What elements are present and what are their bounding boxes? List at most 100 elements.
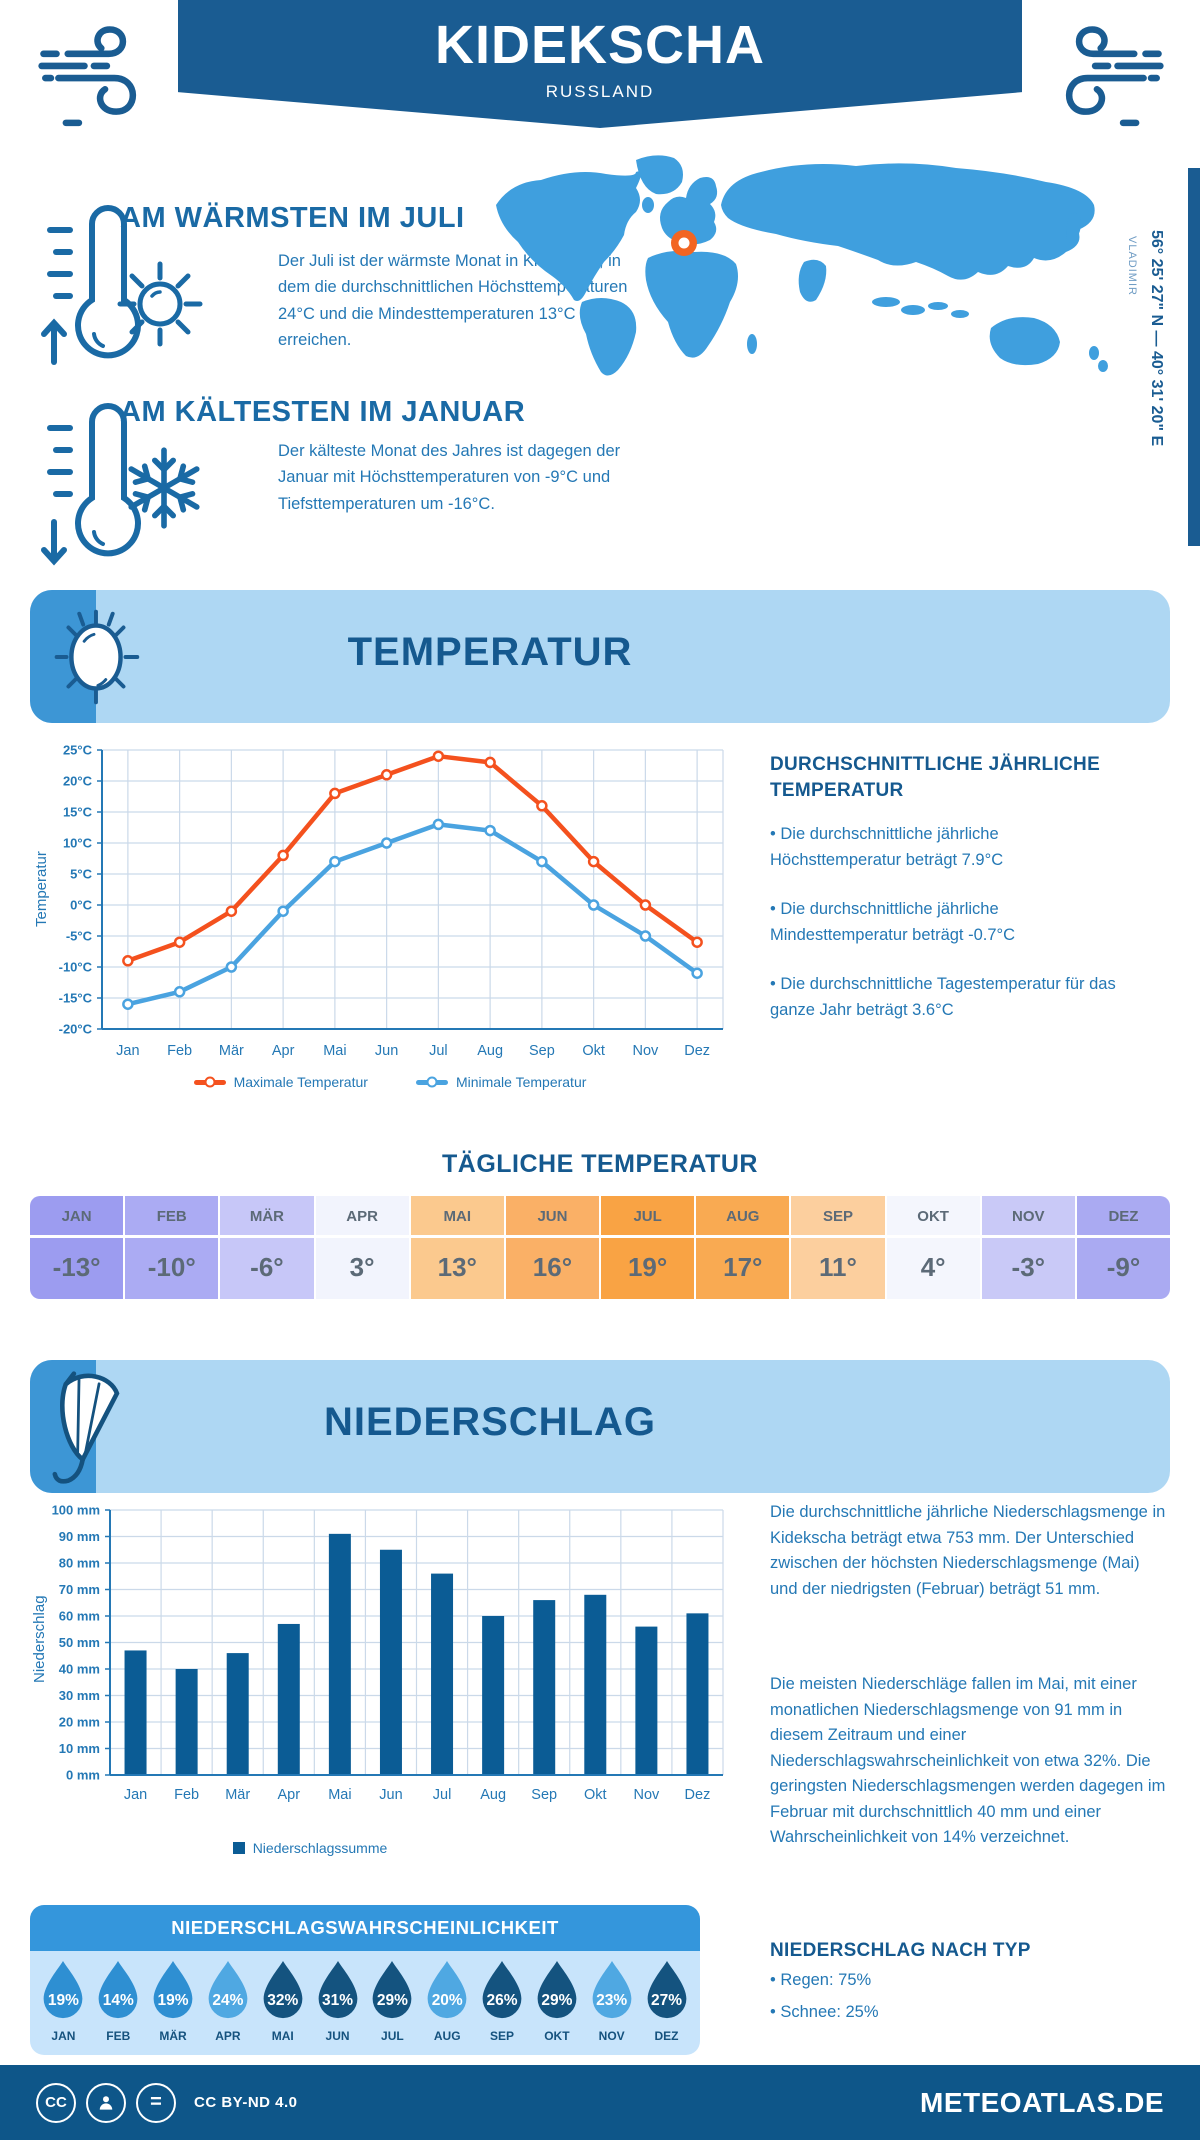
probability-drop-MÄR: 19% MÄR (147, 1959, 199, 2043)
svg-text:60 mm: 60 mm (59, 1609, 100, 1624)
coldest-text: Der kälteste Monat des Jahres ist dagege… (278, 442, 621, 513)
svg-text:Apr: Apr (278, 1787, 301, 1803)
license-label: CC BY-ND 4.0 (194, 2094, 298, 2111)
probability-drop-AUG: 20% AUG (421, 1959, 473, 2043)
svg-text:Jan: Jan (124, 1787, 147, 1803)
thermometer-snowflake-icon (41, 403, 141, 566)
daily-cell-DEZ: DEZ -9° (1076, 1196, 1171, 1299)
svg-text:-5°C: -5°C (66, 929, 93, 944)
coordinates-label: 56° 25' 27" N — 40° 31' 20" E (1148, 230, 1165, 447)
temperature-title: TEMPERATUR (347, 630, 633, 674)
water-drop-icon (44, 1960, 83, 2019)
precip-paragraph: Die durchschnittliche jährliche Niedersc… (770, 1503, 1166, 1598)
svg-text:Dez: Dez (684, 1043, 710, 1059)
water-drop-icon (318, 1960, 357, 2019)
daily-cell-APR: APR 3° (315, 1196, 409, 1299)
thermometer-sun-icon (41, 205, 141, 365)
legend-max-swatch (193, 1076, 226, 1088)
annual-bullet: • Die durchschnittliche jährliche Mindes… (770, 900, 1016, 944)
location-marker-icon (671, 230, 697, 256)
svg-text:Sep: Sep (531, 1787, 557, 1803)
svg-text:Apr: Apr (272, 1043, 295, 1059)
daily-cell-OKT: OKT 4° (886, 1196, 980, 1299)
svg-text:15°C: 15°C (63, 805, 93, 820)
water-drop-icon (647, 1960, 686, 2019)
svg-text:Aug: Aug (477, 1043, 503, 1059)
precipitation-legend: Niederschlagssumme (0, 1840, 620, 1856)
region-label: VLADIMIR (1126, 236, 1138, 296)
water-drop-icon (153, 1960, 193, 2019)
svg-text:40 mm: 40 mm (59, 1662, 100, 1677)
umbrella-icon (52, 1371, 120, 1484)
svg-text:100 mm: 100 mm (52, 1503, 100, 1518)
creative-commons-icon: CC (36, 2082, 76, 2123)
svg-text:Feb: Feb (174, 1787, 199, 1803)
legend-precip-label: Niederschlagssumme (252, 1840, 388, 1856)
water-drop-icon (537, 1960, 577, 2019)
svg-text:0 mm: 0 mm (66, 1768, 100, 1783)
annual-bullets: • Die durchschnittliche jährliche Höchst… (770, 822, 1120, 1047)
legend-min-temp: Minimale Temperatur (415, 1074, 587, 1090)
legend-min-swatch (415, 1076, 448, 1088)
svg-text:Okt: Okt (584, 1787, 607, 1803)
page-title: KIDEKSCHA (434, 15, 766, 75)
temperature-banner (30, 590, 1170, 723)
svg-text:Temperatur: Temperatur (33, 851, 50, 927)
svg-text:90 mm: 90 mm (59, 1529, 100, 1544)
probability-drops: 19% JAN 14% FEB 19% MÄR 24% APR 32% MAI 31% JUN 29% J… (30, 1951, 700, 2055)
daily-table-title: TÄGLICHE TEMPERATUR (442, 1150, 758, 1178)
precipitation-banner (30, 1360, 1170, 1493)
precipitation-bar-chart: 0 mm 10 mm 20 mm 30 mm 40 mm 50 mm 60 mm 70 mm 8… (31, 1503, 724, 1803)
sun-banner-icon (54, 609, 140, 705)
probability-drop-FEB: 14% FEB (92, 1959, 144, 2043)
precip-type-item: • Regen: 75% (770, 1971, 872, 1989)
edge-accent-bar (1188, 168, 1200, 546)
probability-drop-APR: 24% APR (202, 1959, 254, 2043)
probability-drop-OKT: 29% OKT (531, 1959, 583, 2043)
precip-type-list: • Regen: 75% • Schnee: 25% (770, 1968, 1150, 2025)
svg-text:Mai: Mai (323, 1043, 346, 1059)
warmest-heading: AM WÄRMSTEN IM JULI (120, 202, 465, 234)
site-label: METEOATLAS.DE (920, 2086, 1164, 2118)
svg-text:20°C: 20°C (63, 774, 93, 789)
svg-text:30 mm: 30 mm (59, 1688, 100, 1703)
daily-temperature-table: JAN -13° FEB -10° MÄR -6° APR 3° MAI 13° JUN 16° JUL… (30, 1196, 1171, 1299)
daily-cell-MAI: MAI 13° (410, 1196, 504, 1299)
daily-cell-AUG: AUG 17° (696, 1196, 790, 1299)
annual-bullet: • Die durchschnittliche Tagestemperatur … (770, 975, 1116, 1019)
svg-text:Sep: Sep (529, 1043, 555, 1059)
svg-text:-10°C: -10°C (59, 960, 93, 975)
precip-type-item: • Schnee: 25% (770, 2002, 879, 2021)
svg-text:Niederschlag: Niederschlag (31, 1595, 48, 1683)
coldest-heading: AM KÄLTESTEN IM JANUAR (120, 396, 526, 428)
svg-text:25°C: 25°C (63, 743, 93, 758)
legend-min-label: Minimale Temperatur (455, 1074, 587, 1090)
probability-drop-MAI: 32% MAI (257, 1959, 309, 2043)
attribution-person-icon (86, 2082, 126, 2123)
svg-text:5°C: 5°C (70, 867, 92, 882)
daily-cell-JAN: JAN -13° (30, 1196, 124, 1299)
svg-text:-15°C: -15°C (59, 991, 93, 1006)
probability-title: NIEDERSCHLAGSWAHRSCHEINLICHKEIT (30, 1905, 700, 1951)
svg-text:Mai: Mai (328, 1787, 351, 1803)
probability-drop-NOV: 23% NOV (586, 1959, 638, 2043)
water-drop-icon (427, 1960, 467, 2019)
legend-max-temp: Maximale Temperatur (193, 1074, 368, 1090)
daily-cell-JUN: JUN 16° (505, 1196, 600, 1299)
svg-text:70 mm: 70 mm (59, 1582, 100, 1597)
water-drop-icon (263, 1960, 303, 2019)
water-drop-icon (592, 1960, 632, 2019)
precip-paragraph: Die meisten Niederschläge fallen im Mai,… (770, 1675, 1166, 1847)
svg-text:50 mm: 50 mm (59, 1635, 100, 1650)
annual-bullet: • Die durchschnittliche jährliche Höchst… (770, 825, 1004, 869)
svg-text:Jan: Jan (116, 1043, 139, 1059)
svg-text:Mär: Mär (225, 1787, 250, 1803)
svg-text:10 mm: 10 mm (59, 1741, 100, 1756)
warmest-text: Der Juli ist der wärmste Monat in Kideks… (278, 252, 628, 350)
temperature-line-chart: 25°C 20°C 15°C 10°C 5°C 0°C -5°C -10°C -15°C -20°… (33, 743, 724, 1059)
wind-swirl-icon (1066, 26, 1164, 127)
temperature-legend: Maximale Temperatur Minimale Temperatur (30, 1074, 750, 1090)
precipitation-title: NIEDERSCHLAG (323, 1400, 657, 1444)
svg-text:Nov: Nov (633, 1787, 660, 1803)
sun-icon (117, 261, 203, 347)
